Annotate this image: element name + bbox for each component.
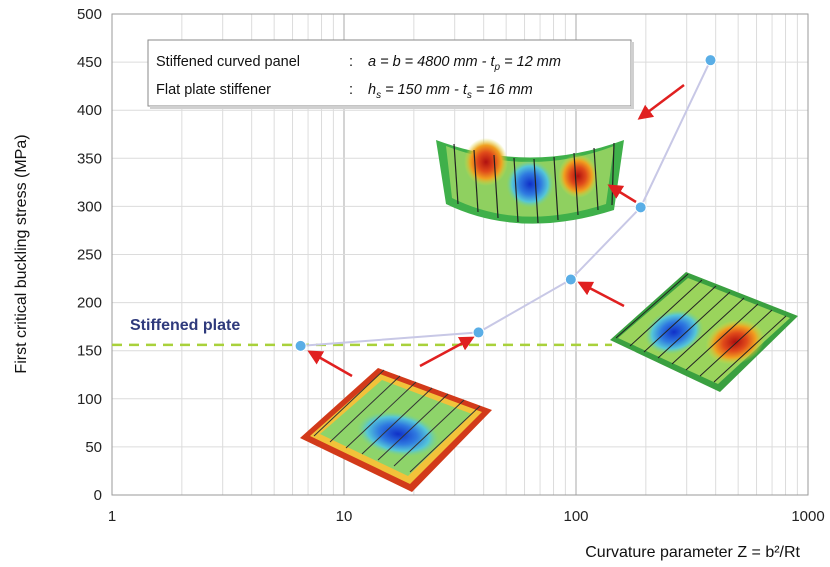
x-tick-label: 10	[336, 508, 353, 525]
stiffened-plate-label: Stiffened plate	[130, 317, 240, 334]
data-point	[704, 54, 717, 67]
y-tick-labels: 0 50 100 150 200 250 300 350 400 450 500	[77, 6, 102, 504]
y-tick-label: 200	[77, 295, 102, 312]
legend-row1-label: Stiffened curved panel	[156, 54, 300, 70]
legend-row2-sub: s	[376, 90, 381, 101]
legend-row2-sep: :	[349, 82, 353, 98]
arrow-to-point-3	[577, 281, 625, 308]
arrow-to-point-5	[637, 84, 685, 120]
y-tick-label: 0	[94, 487, 102, 504]
data-point	[294, 339, 307, 352]
x-tick-label: 1	[108, 508, 116, 525]
y-tick-label: 300	[77, 198, 102, 215]
legend-row2-text: hs = 150 mm - ts = 16 mm	[368, 82, 533, 101]
data-point	[472, 326, 485, 339]
arrows	[307, 84, 685, 378]
arrow-to-point-4	[607, 184, 637, 204]
y-tick-label: 250	[77, 247, 102, 264]
plate-buckling-image	[300, 368, 492, 492]
x-tick-label: 100	[563, 508, 588, 525]
legend-row1-text: a = b = 4800 mm - tp = 12 mm	[368, 54, 561, 73]
y-tick-label: 500	[77, 6, 102, 23]
curved-panel-image-right	[610, 272, 798, 392]
y-axis-title: First critical buckling stress (MPa)	[13, 134, 30, 373]
y-tick-label: 400	[77, 102, 102, 119]
data-point	[564, 273, 577, 286]
legend-row1-text-main: a = b = 4800 mm - t	[368, 54, 496, 70]
legend-row1-sub: p	[494, 62, 501, 73]
x-tick-label: 1000	[791, 508, 824, 525]
legend-row2-text-main: h	[368, 82, 376, 98]
x-tick-labels: 1 10 100 1000	[108, 508, 825, 525]
y-tick-label: 450	[77, 54, 102, 71]
y-tick-label: 350	[77, 150, 102, 167]
legend-row2-label: Flat plate stiffener	[156, 82, 271, 98]
data-point	[634, 201, 647, 214]
plot-frame	[111, 13, 809, 496]
legend-row1-tail: = 12 mm	[500, 54, 561, 70]
y-tick-label: 100	[77, 391, 102, 408]
y-tick-label: 50	[85, 439, 102, 456]
legend-row2-sub2: s	[467, 90, 472, 101]
legend-row2-tail: = 16 mm	[472, 82, 533, 98]
legend-box: Stiffened curved panel : a = b = 4800 mm…	[147, 39, 634, 109]
legend-row2-mid: = 150 mm - t	[381, 82, 468, 98]
curved-panel-image-top	[436, 138, 624, 224]
data-points	[294, 54, 717, 352]
legend-row1-sep: :	[349, 54, 353, 70]
x-axis-title: Curvature parameter Z = b²/Rt	[585, 544, 800, 561]
arrow-to-point-1	[307, 350, 353, 378]
y-tick-label: 150	[77, 343, 102, 360]
arrow-to-point-2	[419, 336, 475, 368]
